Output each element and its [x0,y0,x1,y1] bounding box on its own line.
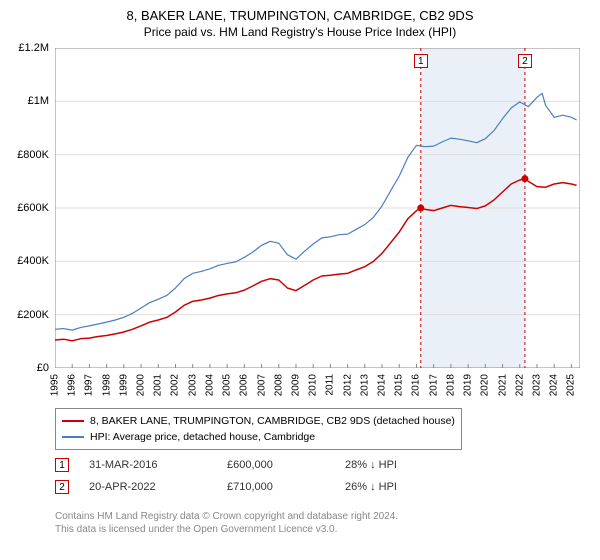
x-tick-label: 2021 [497,374,508,396]
x-tick-label: 2001 [153,374,164,396]
footer-line-1: Contains HM Land Registry data © Crown c… [55,510,398,523]
chart-subtitle: Price paid vs. HM Land Registry's House … [0,23,600,43]
x-tick-label: 2018 [445,374,456,396]
x-tick-label: 2007 [256,374,267,396]
x-tick-label: 1996 [67,374,78,396]
legend-item: HPI: Average price, detached house, Camb… [62,429,455,445]
x-tick-label: 2011 [325,374,336,396]
x-tick-label: 1998 [101,374,112,396]
legend-label: HPI: Average price, detached house, Camb… [90,431,315,443]
x-tick-label: 2000 [136,374,147,396]
transaction-badge: 1 [55,458,69,472]
x-tick-label: 2005 [222,374,233,396]
footer-attribution: Contains HM Land Registry data © Crown c… [55,510,398,536]
legend-label: 8, BAKER LANE, TRUMPINGTON, CAMBRIDGE, C… [90,415,455,427]
transaction-price: £600,000 [227,459,317,471]
x-tick-label: 2019 [463,374,474,396]
x-tick-label: 2002 [170,374,181,396]
legend: 8, BAKER LANE, TRUMPINGTON, CAMBRIDGE, C… [55,408,462,450]
transaction-delta: 26% ↓ HPI [345,481,397,493]
plot-marker-badge: 2 [518,54,532,68]
x-tick-label: 1995 [50,374,61,396]
x-tick-label: 2024 [549,374,560,396]
chart-plot [55,48,580,368]
y-tick-label: £800K [0,149,49,161]
plot-marker-badge: 1 [414,54,428,68]
x-tick-label: 2008 [273,374,284,396]
y-tick-label: £1.2M [0,42,49,54]
transaction-date: 31-MAR-2016 [89,459,199,471]
chart-container: 8, BAKER LANE, TRUMPINGTON, CAMBRIDGE, C… [0,0,600,560]
x-tick-label: 2016 [411,374,422,396]
transaction-delta: 28% ↓ HPI [345,459,397,471]
x-tick-label: 2013 [359,374,370,396]
x-tick-label: 2023 [531,374,542,396]
y-tick-label: £200K [0,309,49,321]
transaction-price: £710,000 [227,481,317,493]
x-tick-label: 2003 [187,374,198,396]
y-tick-label: £1M [0,95,49,107]
y-tick-label: £400K [0,255,49,267]
transaction-badge: 2 [55,480,69,494]
x-tick-label: 2012 [342,374,353,396]
legend-swatch [62,436,84,438]
x-tick-label: 2017 [428,374,439,396]
x-tick-label: 2020 [480,374,491,396]
x-tick-label: 2025 [566,374,577,396]
x-tick-label: 1997 [84,374,95,396]
x-tick-label: 2004 [204,374,215,396]
x-tick-label: 2022 [514,374,525,396]
chart-title: 8, BAKER LANE, TRUMPINGTON, CAMBRIDGE, C… [0,0,600,23]
footer-line-2: This data is licensed under the Open Gov… [55,523,398,536]
x-tick-label: 2014 [377,374,388,396]
transaction-row: 2 20-APR-2022 £710,000 26% ↓ HPI [55,476,425,498]
x-tick-label: 2010 [308,374,319,396]
x-tick-label: 2006 [239,374,250,396]
y-tick-label: £0 [0,362,49,374]
transaction-row: 1 31-MAR-2016 £600,000 28% ↓ HPI [55,454,425,476]
x-tick-label: 2009 [290,374,301,396]
transactions-table: 1 31-MAR-2016 £600,000 28% ↓ HPI 2 20-APR-202… [55,454,425,498]
legend-swatch [62,420,84,422]
x-tick-label: 1999 [118,374,129,396]
transaction-date: 20-APR-2022 [89,481,199,493]
y-tick-label: £600K [0,202,49,214]
x-tick-label: 2015 [394,374,405,396]
legend-item: 8, BAKER LANE, TRUMPINGTON, CAMBRIDGE, C… [62,413,455,429]
